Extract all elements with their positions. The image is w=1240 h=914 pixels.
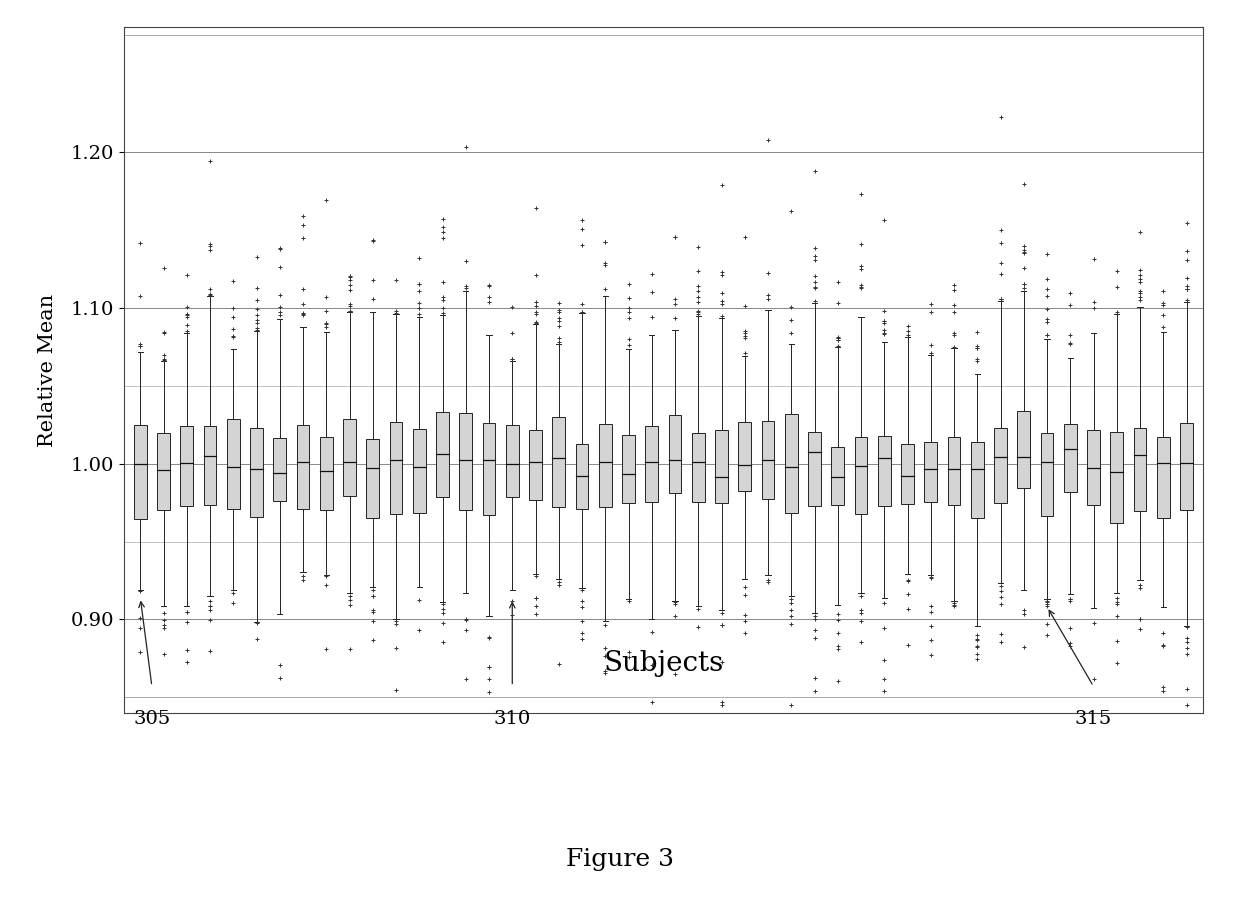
Bar — [1087, 430, 1100, 505]
Bar — [436, 412, 449, 496]
Bar — [645, 426, 658, 503]
Bar — [1180, 423, 1193, 510]
Bar — [1064, 424, 1076, 492]
Bar — [761, 421, 775, 498]
Bar — [808, 431, 821, 506]
Bar — [227, 419, 239, 508]
Bar — [552, 417, 565, 507]
Text: Subjects: Subjects — [604, 650, 723, 676]
Bar — [692, 433, 704, 503]
Bar — [1157, 437, 1169, 517]
Bar — [854, 437, 868, 514]
Bar — [715, 430, 728, 503]
Bar — [157, 433, 170, 510]
Bar — [482, 422, 496, 515]
Text: 310: 310 — [494, 710, 531, 728]
Bar — [947, 437, 961, 505]
Bar — [296, 425, 310, 509]
Bar — [831, 447, 844, 505]
Bar — [622, 435, 635, 504]
Bar — [901, 444, 914, 505]
Text: 315: 315 — [1075, 710, 1112, 728]
Text: Figure 3: Figure 3 — [565, 847, 675, 871]
Bar — [924, 442, 937, 502]
Bar — [134, 425, 146, 519]
Bar — [878, 436, 890, 505]
Bar — [320, 437, 332, 510]
Bar — [273, 438, 286, 501]
Bar — [413, 430, 425, 513]
Bar — [250, 429, 263, 517]
Bar — [506, 425, 518, 496]
Bar — [1040, 432, 1054, 516]
Bar — [785, 414, 797, 513]
Bar — [389, 421, 403, 514]
Y-axis label: Relative Mean: Relative Mean — [38, 293, 57, 447]
Bar — [971, 442, 983, 518]
Bar — [575, 444, 589, 509]
Bar — [1110, 431, 1123, 523]
Bar — [994, 429, 1007, 503]
Bar — [1133, 428, 1147, 511]
Bar — [366, 439, 379, 518]
Bar — [203, 426, 217, 505]
Bar — [459, 413, 472, 510]
Bar — [529, 430, 542, 500]
Bar — [599, 424, 611, 507]
Bar — [1017, 411, 1030, 488]
Bar — [668, 415, 682, 494]
Text: 305: 305 — [133, 710, 171, 728]
Bar — [180, 426, 193, 506]
Bar — [343, 420, 356, 496]
Bar — [738, 422, 751, 491]
